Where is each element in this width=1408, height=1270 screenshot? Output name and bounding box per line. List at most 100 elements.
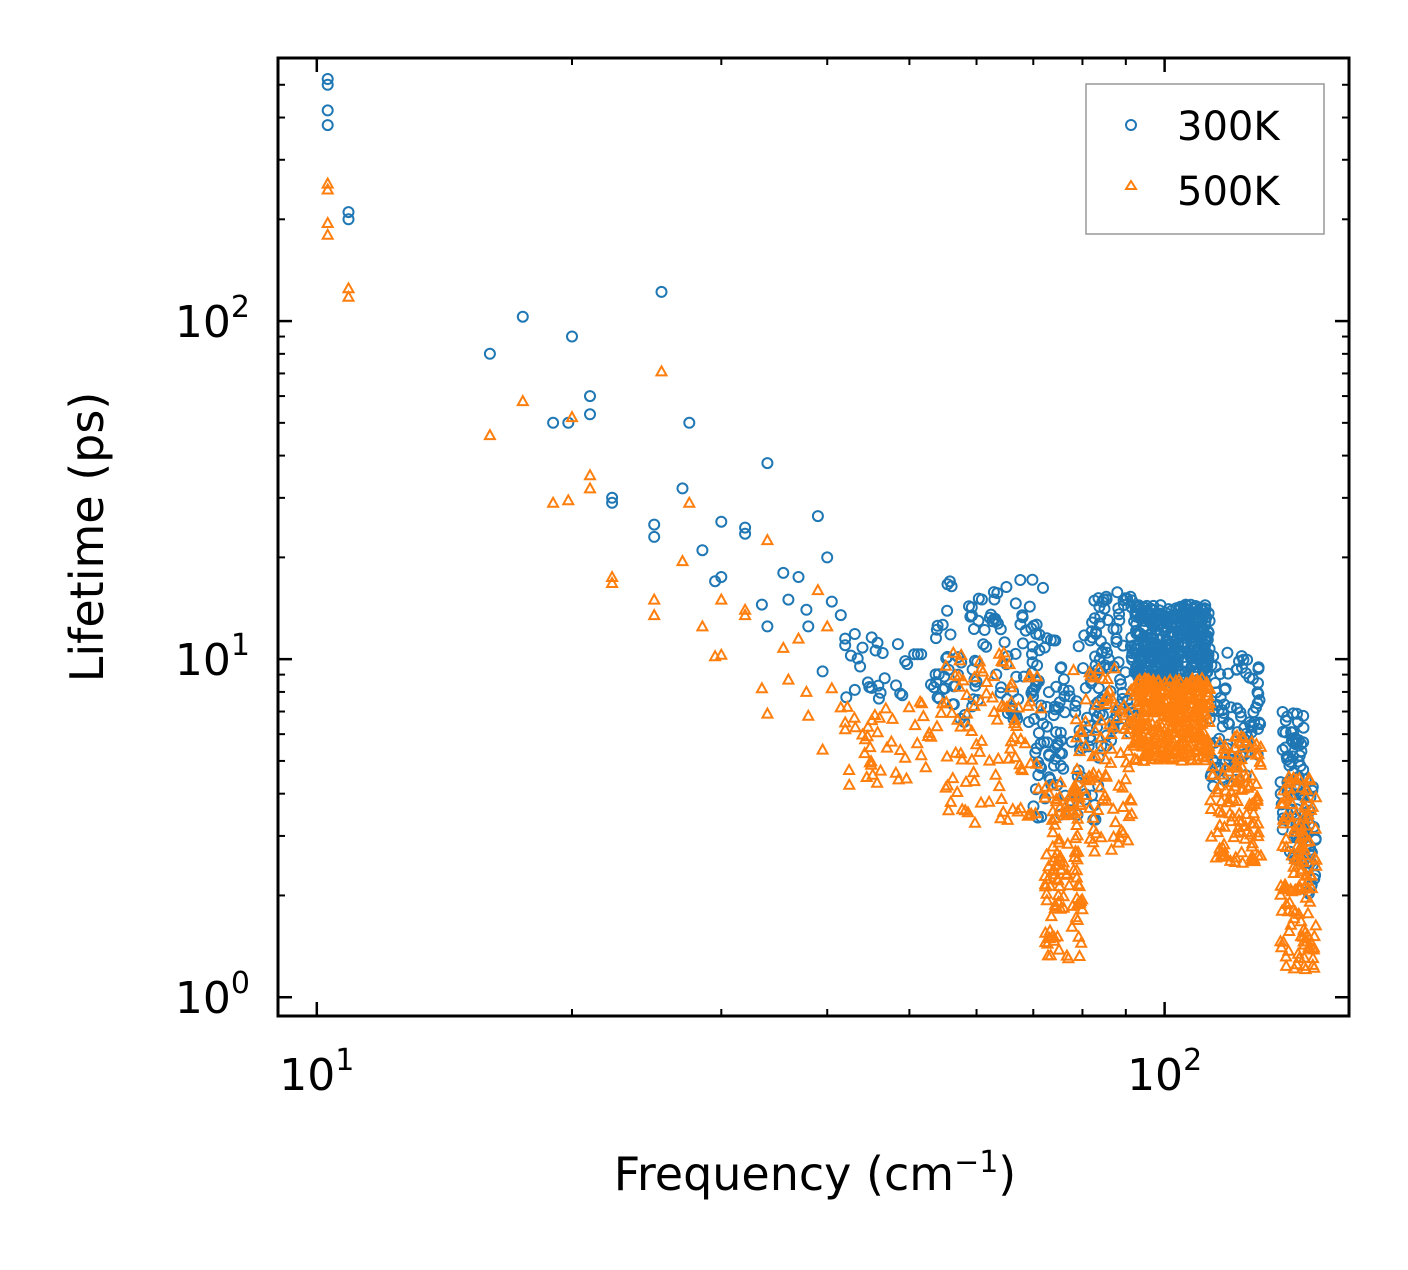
point-300K-129 (1037, 581, 1049, 594)
point-300K-144 (990, 615, 1003, 628)
point-300K-942 (1291, 737, 1303, 750)
point-500K-764 (1191, 680, 1205, 693)
point-300K-26 (755, 598, 768, 611)
point-500K-875 (1234, 845, 1249, 858)
y-tick-label: 102 (175, 290, 250, 348)
point-300K-27 (761, 457, 774, 470)
point-500K-389 (1116, 825, 1130, 838)
point-500K-13 (605, 569, 619, 582)
point-500K-372 (1118, 708, 1132, 721)
point-500K-314 (1106, 801, 1120, 814)
point-500K-871 (1225, 747, 1239, 760)
point-500K-953 (1282, 781, 1297, 794)
point-300K-366 (1101, 646, 1113, 659)
point-500K-144 (967, 774, 982, 787)
point-300K-81 (978, 624, 991, 636)
point-500K-165 (973, 654, 987, 667)
point-500K-760 (1195, 671, 1209, 684)
point-300K-939 (1281, 753, 1294, 766)
point-300K-70 (856, 641, 869, 654)
point-500K-30 (781, 672, 796, 685)
point-500K-261 (1050, 929, 1065, 942)
point-500K-814 (1202, 742, 1217, 755)
point-500K-1032 (1300, 927, 1315, 940)
point-300K-17 (655, 285, 668, 298)
point-500K-100 (945, 705, 959, 718)
point-500K-343 (1072, 744, 1087, 757)
point-300K-350 (1111, 586, 1124, 599)
point-500K-239 (1038, 935, 1053, 948)
point-500K-858 (1227, 830, 1241, 843)
point-500K-64 (899, 771, 914, 784)
point-500K-1019 (1287, 859, 1301, 872)
point-500K-1031 (1297, 847, 1311, 860)
point-300K-103 (1016, 611, 1029, 624)
point-300K-80 (927, 681, 940, 694)
point-500K-387 (1119, 755, 1134, 768)
point-500K-157 (966, 765, 981, 778)
point-500K-999 (1291, 946, 1305, 959)
point-500K-298 (1079, 787, 1093, 800)
x-axis-label-exponent: −1 (954, 1145, 998, 1180)
point-500K-156 (961, 805, 975, 818)
point-500K-278 (1067, 862, 1081, 875)
point-500K-57 (870, 725, 885, 738)
point-500K-49 (902, 700, 916, 713)
point-500K-676 (1160, 701, 1175, 714)
point-500K-335 (1079, 738, 1093, 751)
point-500K-83 (921, 728, 935, 741)
point-500K-129 (1021, 698, 1035, 711)
point-300K-761 (1130, 627, 1143, 640)
point-300K-33 (802, 620, 815, 633)
point-300K-884 (1231, 702, 1243, 715)
point-500K-869 (1251, 747, 1266, 760)
point-500K-773 (1137, 717, 1152, 730)
point-300K-98 (1014, 574, 1027, 586)
point-500K-161 (944, 794, 958, 807)
point-300K-283 (1057, 683, 1070, 696)
point-500K-975 (1307, 929, 1322, 942)
point-500K-1012 (1277, 816, 1291, 829)
point-300K-873 (1246, 720, 1259, 733)
point-500K-267 (1074, 894, 1088, 907)
point-500K-5 (341, 289, 356, 302)
point-500K-277 (1045, 812, 1059, 825)
point-300K-22 (715, 515, 728, 528)
point-500K-308 (1104, 726, 1118, 739)
point-500K-386 (1105, 691, 1119, 704)
ticks-layer: 101 102 100 101 102 (175, 58, 1349, 1101)
point-300K-859 (1219, 682, 1232, 695)
point-300K-367 (1088, 594, 1101, 607)
point-500K-245 (1056, 900, 1071, 913)
point-500K-1016 (1284, 917, 1298, 930)
point-300K-41 (848, 628, 861, 640)
point-300K-15 (648, 518, 661, 531)
point-500K-346 (1093, 780, 1107, 793)
point-300K-288 (1049, 634, 1062, 647)
point-500K-758 (1134, 736, 1149, 749)
point-300K-12 (584, 408, 596, 421)
point-500K-1010 (1282, 923, 1296, 936)
point-300K-11 (584, 390, 596, 403)
point-500K-61 (914, 748, 928, 761)
point-500K-66 (884, 734, 899, 747)
point-500K-182 (987, 704, 1001, 717)
point-500K-135 (974, 733, 989, 746)
point-300K-39 (839, 632, 852, 645)
point-500K-54 (879, 701, 893, 714)
point-500K-89 (941, 803, 956, 816)
point-500K-44 (865, 713, 879, 726)
x-axis-label-close: ) (998, 1147, 1016, 1201)
point-500K-70 (866, 767, 880, 780)
point-300K-781 (1167, 645, 1180, 658)
point-300K-866 (1214, 691, 1227, 704)
legend-label-500k: 500K (1177, 169, 1281, 215)
point-500K-292 (1055, 862, 1069, 875)
point-500K-743 (1176, 689, 1190, 702)
point-500K-68 (919, 760, 933, 773)
point-500K-1000 (1287, 961, 1301, 974)
point-500K-332 (1107, 661, 1122, 674)
point-500K-744 (1133, 731, 1148, 744)
point-300K-61 (908, 648, 921, 661)
point-500K-1026 (1274, 940, 1289, 953)
